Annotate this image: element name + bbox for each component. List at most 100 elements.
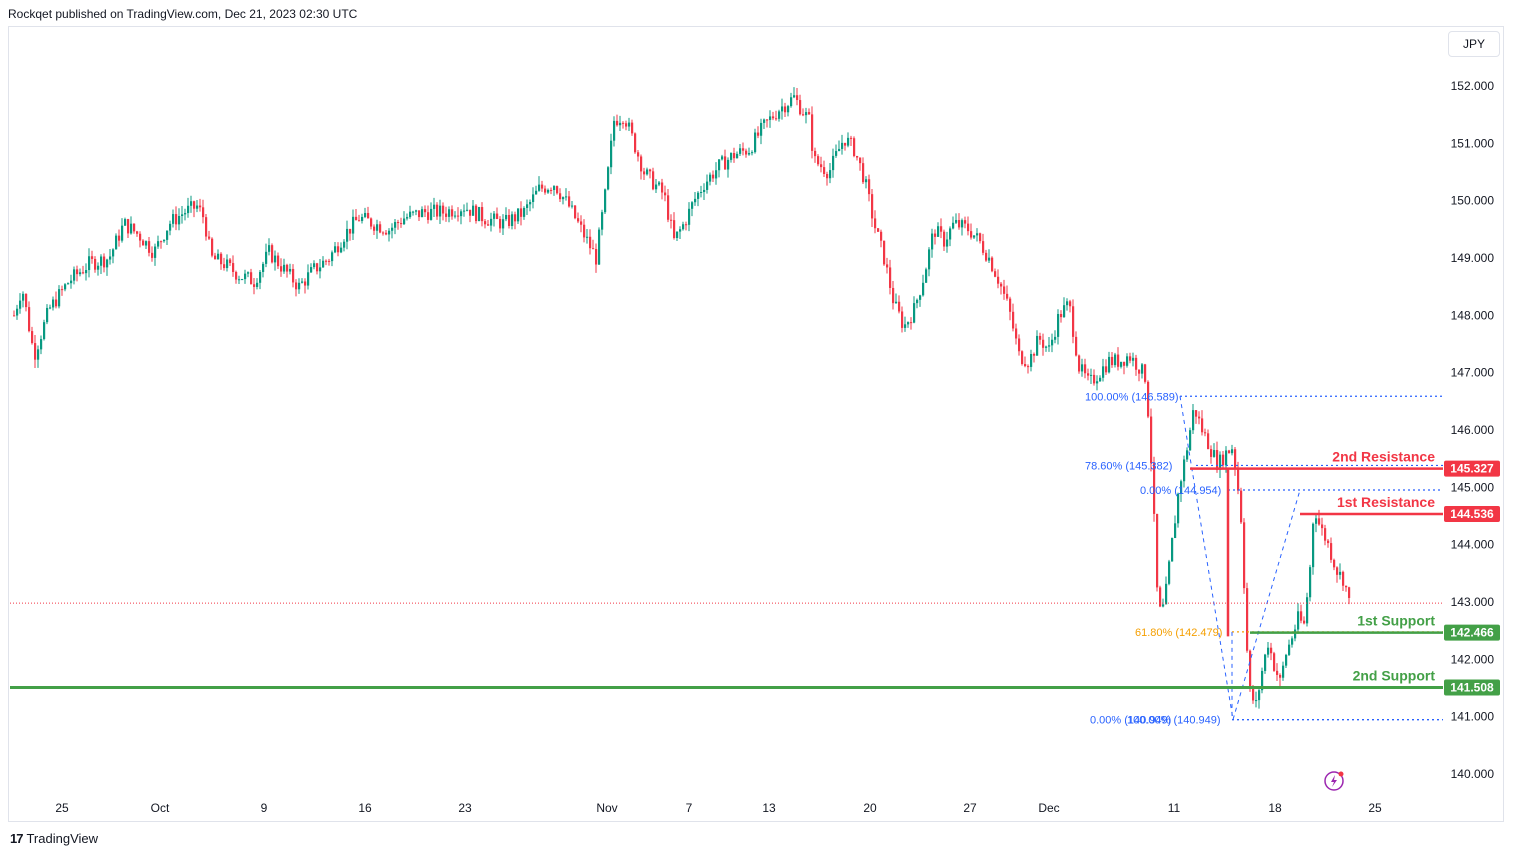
tradingview-footer[interactable]: 17 TradingView bbox=[10, 831, 98, 846]
candle bbox=[565, 188, 568, 201]
candle bbox=[28, 301, 31, 333]
candle-body bbox=[274, 255, 277, 263]
candle-body bbox=[241, 279, 244, 281]
candle-body bbox=[820, 164, 823, 168]
candle-body bbox=[865, 179, 868, 183]
candle bbox=[136, 230, 139, 237]
candle-body bbox=[88, 256, 91, 271]
candle-body bbox=[679, 229, 682, 232]
candle bbox=[376, 219, 379, 239]
candle bbox=[301, 278, 304, 284]
candle-body bbox=[718, 159, 721, 171]
candle bbox=[304, 278, 307, 294]
candle-body bbox=[1042, 339, 1045, 348]
candle bbox=[685, 221, 688, 231]
candle-body bbox=[1204, 432, 1207, 434]
candle bbox=[436, 202, 439, 220]
candle-body bbox=[928, 249, 931, 270]
candle bbox=[160, 240, 163, 249]
candle-body bbox=[580, 221, 583, 225]
candle bbox=[163, 239, 166, 243]
candle bbox=[835, 144, 838, 158]
currency-button[interactable]: JPY bbox=[1448, 31, 1500, 57]
lightning-icon[interactable] bbox=[1324, 771, 1344, 791]
candle-body bbox=[25, 293, 28, 308]
candle-body bbox=[1033, 354, 1036, 356]
candle bbox=[1060, 310, 1063, 323]
candle-body bbox=[253, 284, 256, 287]
candle bbox=[814, 147, 817, 163]
candle bbox=[1288, 639, 1291, 657]
level-price-tag-text: 145.327 bbox=[1450, 462, 1494, 476]
candle bbox=[745, 148, 748, 158]
candle-body bbox=[634, 133, 637, 153]
candle bbox=[76, 265, 79, 282]
candle-body bbox=[547, 189, 550, 193]
candle-body bbox=[58, 289, 61, 307]
candle-body bbox=[112, 249, 115, 257]
candle bbox=[1144, 363, 1147, 384]
candle-body bbox=[1234, 449, 1237, 469]
candle bbox=[259, 269, 262, 290]
candle-body bbox=[652, 171, 655, 190]
candle bbox=[340, 242, 343, 254]
candle-body bbox=[1309, 567, 1312, 598]
candle-body bbox=[973, 235, 976, 238]
candle-body bbox=[304, 281, 307, 286]
candle bbox=[1261, 667, 1264, 694]
candle bbox=[493, 210, 496, 227]
candle-body bbox=[772, 116, 775, 119]
candle-body bbox=[1123, 361, 1126, 366]
candle bbox=[55, 291, 58, 309]
candle-body bbox=[160, 241, 163, 243]
candle-body bbox=[1096, 381, 1099, 384]
candle bbox=[1084, 358, 1087, 379]
candle bbox=[973, 235, 976, 239]
candle bbox=[379, 221, 382, 234]
candle bbox=[826, 171, 829, 186]
candle-body bbox=[1267, 647, 1270, 655]
candle-body bbox=[379, 224, 382, 233]
candle bbox=[928, 247, 931, 277]
candle-body bbox=[748, 153, 751, 155]
candle bbox=[979, 232, 982, 244]
candle-body bbox=[1213, 450, 1216, 457]
candle-body bbox=[991, 257, 994, 272]
candle-body bbox=[922, 282, 925, 296]
candle-body bbox=[520, 208, 523, 217]
candle bbox=[1117, 347, 1120, 371]
candle-body bbox=[664, 192, 667, 196]
candle-body bbox=[1186, 450, 1189, 460]
candle-body bbox=[1120, 361, 1123, 367]
candle bbox=[262, 261, 265, 278]
candle bbox=[781, 98, 784, 120]
candle-body bbox=[646, 169, 649, 175]
candle bbox=[1042, 333, 1045, 356]
candle bbox=[1291, 636, 1294, 648]
candle-body bbox=[952, 222, 955, 229]
candle-body bbox=[1144, 364, 1147, 382]
candle-body bbox=[709, 174, 712, 182]
candle bbox=[319, 258, 322, 279]
candle-body bbox=[631, 122, 634, 134]
candle bbox=[607, 166, 610, 191]
lightning-icon-bolt bbox=[1331, 775, 1337, 787]
candle-body bbox=[85, 270, 88, 274]
candle bbox=[253, 277, 256, 295]
candle bbox=[829, 163, 832, 184]
candle bbox=[1003, 279, 1006, 300]
candle bbox=[19, 293, 22, 314]
candle bbox=[91, 250, 94, 264]
candle bbox=[1258, 688, 1261, 709]
candle bbox=[1024, 356, 1027, 368]
candle bbox=[637, 149, 640, 162]
candle-body bbox=[1012, 311, 1015, 329]
candle-body bbox=[1183, 459, 1186, 482]
candle-body bbox=[1300, 611, 1303, 621]
candle bbox=[1192, 403, 1195, 434]
candle-body bbox=[73, 269, 76, 281]
candle-body bbox=[700, 191, 703, 193]
candle bbox=[208, 230, 211, 241]
candle bbox=[292, 264, 295, 288]
